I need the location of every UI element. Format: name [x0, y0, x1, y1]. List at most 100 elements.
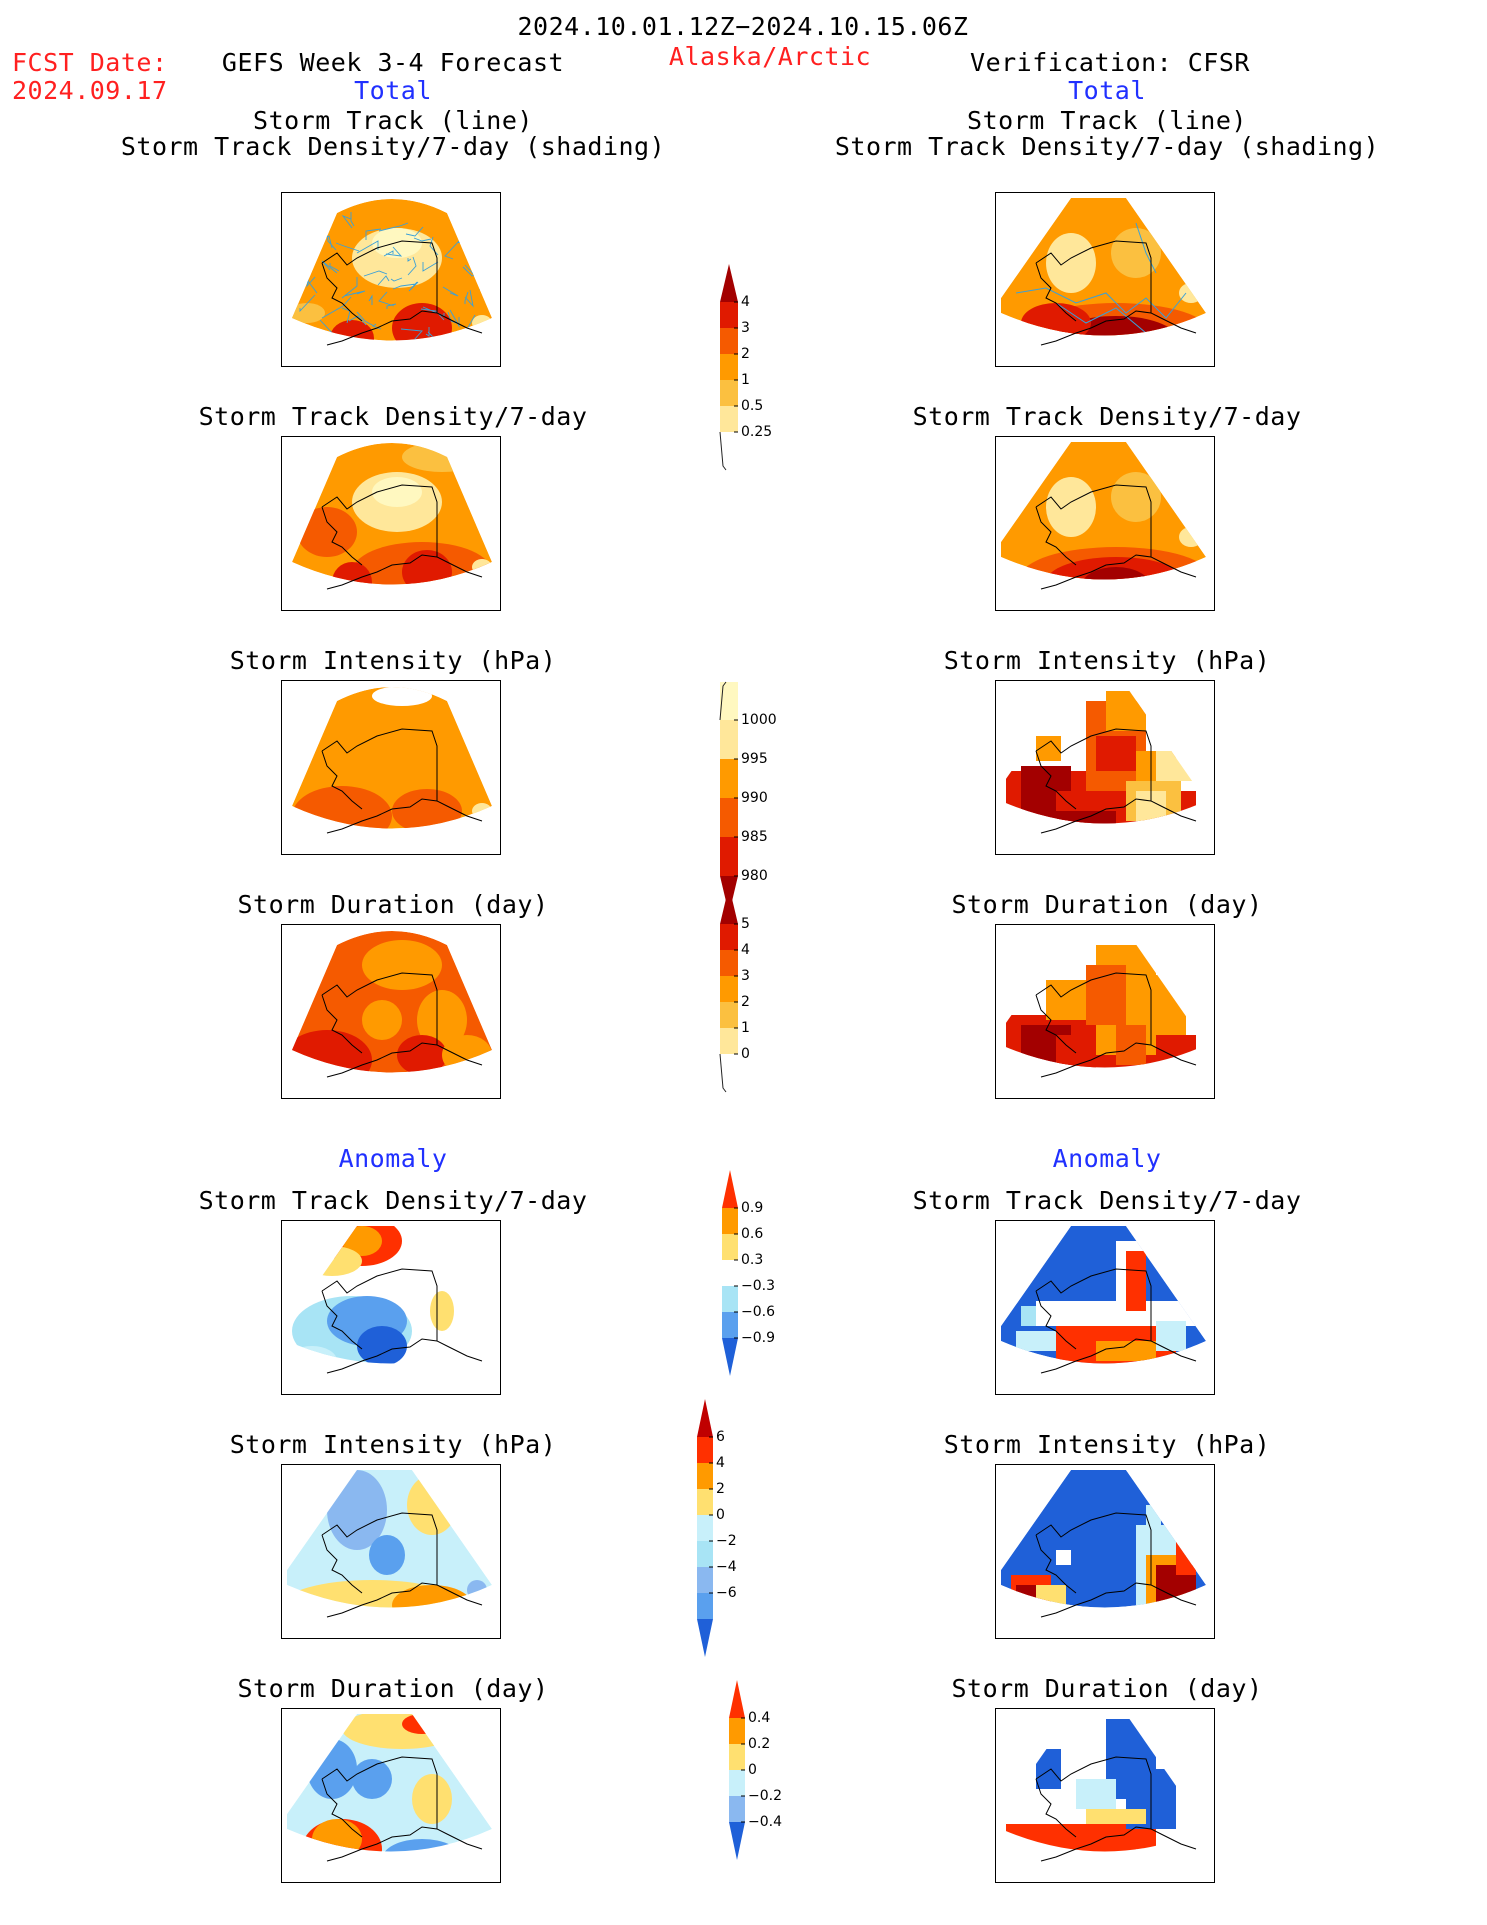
colorbar-swatch	[720, 950, 738, 976]
map-field-contour	[1156, 208, 1186, 248]
colorbar-swatch	[697, 1567, 713, 1593]
left-anom-density-title: Storm Track Density/7-day	[198, 1186, 588, 1215]
right-track-line-title: Storm Track (line)	[967, 106, 1247, 135]
colorbar-tick-label: 4	[741, 942, 750, 958]
region-title: Alaska/Arctic	[668, 42, 872, 71]
colorbar-swatch	[720, 720, 738, 759]
right-track-shading-title: Storm Track Density/7-day (shading)	[834, 132, 1380, 161]
map-field-contour	[287, 1346, 337, 1364]
coastline	[1035, 1756, 1197, 1862]
colorbar-tick-label: −4	[716, 1559, 737, 1575]
colorbar-swatch	[697, 1437, 713, 1463]
colorbar-intensity-total: 1000 995 990 985 980	[719, 681, 798, 992]
map-field-contour	[402, 1714, 442, 1734]
colorbar-tick-label: 0.4	[748, 1710, 771, 1726]
map-field-contour	[330, 320, 374, 341]
colorbar-top-tip	[729, 1680, 745, 1718]
map-field-block	[1016, 1585, 1036, 1608]
map-field-contour	[372, 687, 432, 706]
map-field-block	[1116, 1025, 1146, 1065]
colorbar-swatch	[720, 976, 738, 1002]
colorbar-swatch	[720, 1002, 738, 1028]
fcst-date-label: FCST Date:	[12, 48, 168, 77]
colorbar-tick-label: 2	[716, 1481, 725, 1497]
map-field-block	[1146, 975, 1186, 1035]
colorbar-tick-label: 0.6	[741, 1226, 764, 1242]
right-intensity-title: Storm Intensity (hPa)	[943, 646, 1271, 675]
colorbar-tick-label: 2	[741, 346, 750, 362]
colorbar-tick-label: 6	[716, 1429, 725, 1445]
map-field-contour	[402, 550, 452, 585]
map-field-block	[1086, 1809, 1146, 1824]
colorbar-tick-label: 3	[741, 320, 750, 336]
map-field-contour	[472, 315, 492, 331]
coastline	[1035, 240, 1197, 346]
map-field-contour	[342, 1226, 382, 1256]
map-field-contour	[292, 1030, 372, 1073]
colorbar-tick-label: 1000	[741, 712, 777, 728]
right-duration-title: Storm Duration (day)	[951, 890, 1263, 919]
colorbar-tick-label: 4	[716, 1455, 725, 1471]
map-field-contour	[362, 940, 442, 990]
colorbar-swatch	[722, 1260, 738, 1286]
colorbar-duration-total: 5 4 3 2 1 0	[719, 886, 798, 1144]
map-right-anom-intensity	[995, 1464, 1215, 1639]
map-field-block	[1096, 736, 1136, 771]
left-track-shading-title: Storm Track Density/7-day (shading)	[120, 132, 666, 161]
coastline	[321, 1756, 483, 1862]
map-field-contour	[352, 1759, 392, 1799]
colorbar-swatch	[722, 1286, 738, 1312]
map-right-anom-duration	[995, 1708, 1215, 1883]
colorbar-swatch	[720, 406, 738, 432]
right-anomaly-label: Anomaly	[1052, 1144, 1162, 1173]
colorbar-density-anom: 0.9 0.6 0.3 −0.3 −0.6 −0.9	[722, 1170, 798, 1428]
colorbar-swatch	[720, 328, 738, 354]
map-left-anom-intensity	[281, 1464, 501, 1639]
colorbar-swatch	[697, 1489, 713, 1515]
colorbar-swatch	[722, 1312, 738, 1338]
map-field-contour	[1081, 567, 1151, 580]
colorbar-swatch	[697, 1541, 713, 1567]
map-right-anom-density	[995, 1220, 1215, 1395]
map-field-contour	[442, 1035, 492, 1073]
colorbar-tick-label: 0.9	[741, 1200, 764, 1216]
coastline	[321, 728, 483, 834]
map-field-contour	[369, 1535, 405, 1575]
map-field-block	[1036, 1585, 1066, 1608]
left-total-label: Total	[354, 76, 432, 105]
colorbar-tick-label: 1	[741, 1020, 750, 1036]
map-field-contour	[372, 228, 422, 258]
map-field-contour	[402, 443, 482, 472]
map-left-duration	[281, 924, 501, 1099]
colorbar-swatch	[729, 1770, 745, 1796]
map-right-density	[995, 436, 1215, 611]
map-field-contour	[1046, 233, 1096, 293]
colorbar-tick-label: 3	[741, 968, 750, 984]
colorbar-tick-label: −0.4	[748, 1814, 782, 1830]
map-field-contour	[407, 1475, 457, 1535]
colorbar-tick-label: 985	[741, 829, 768, 845]
map-field-contour	[342, 1714, 462, 1749]
colorbar-tick-label: 990	[741, 790, 768, 806]
colorbar-tick-label: 0.2	[748, 1736, 771, 1752]
map-field-block	[1156, 1321, 1186, 1351]
map-field-contour	[382, 1839, 462, 1852]
left-anomaly-label: Anomaly	[338, 1144, 448, 1173]
colorbar-density-total: 4 3 2 1 0.5 0.25	[719, 264, 798, 522]
map-field-contour	[372, 477, 422, 507]
map-right-intensity	[995, 680, 1215, 855]
map-field-contour	[1111, 228, 1161, 278]
right-anom-intensity-title: Storm Intensity (hPa)	[943, 1430, 1271, 1459]
colorbar-tick-label: 980	[741, 868, 768, 884]
colorbar-tick-label: 4	[741, 294, 750, 310]
map-field-contour	[297, 507, 357, 557]
left-density-title: Storm Track Density/7-day	[198, 402, 588, 431]
map-field-block	[1106, 691, 1146, 731]
colorbar-swatch	[720, 837, 738, 876]
left-duration-title: Storm Duration (day)	[237, 890, 549, 919]
map-field-contour	[1111, 472, 1161, 522]
map-field-contour	[392, 303, 452, 341]
colorbar-tick-label: 0	[748, 1762, 757, 1778]
colorbar-intensity-anom: 6 4 2 0 −2 −4 −6	[697, 1399, 773, 1709]
colorbar-top-tip	[720, 264, 738, 302]
